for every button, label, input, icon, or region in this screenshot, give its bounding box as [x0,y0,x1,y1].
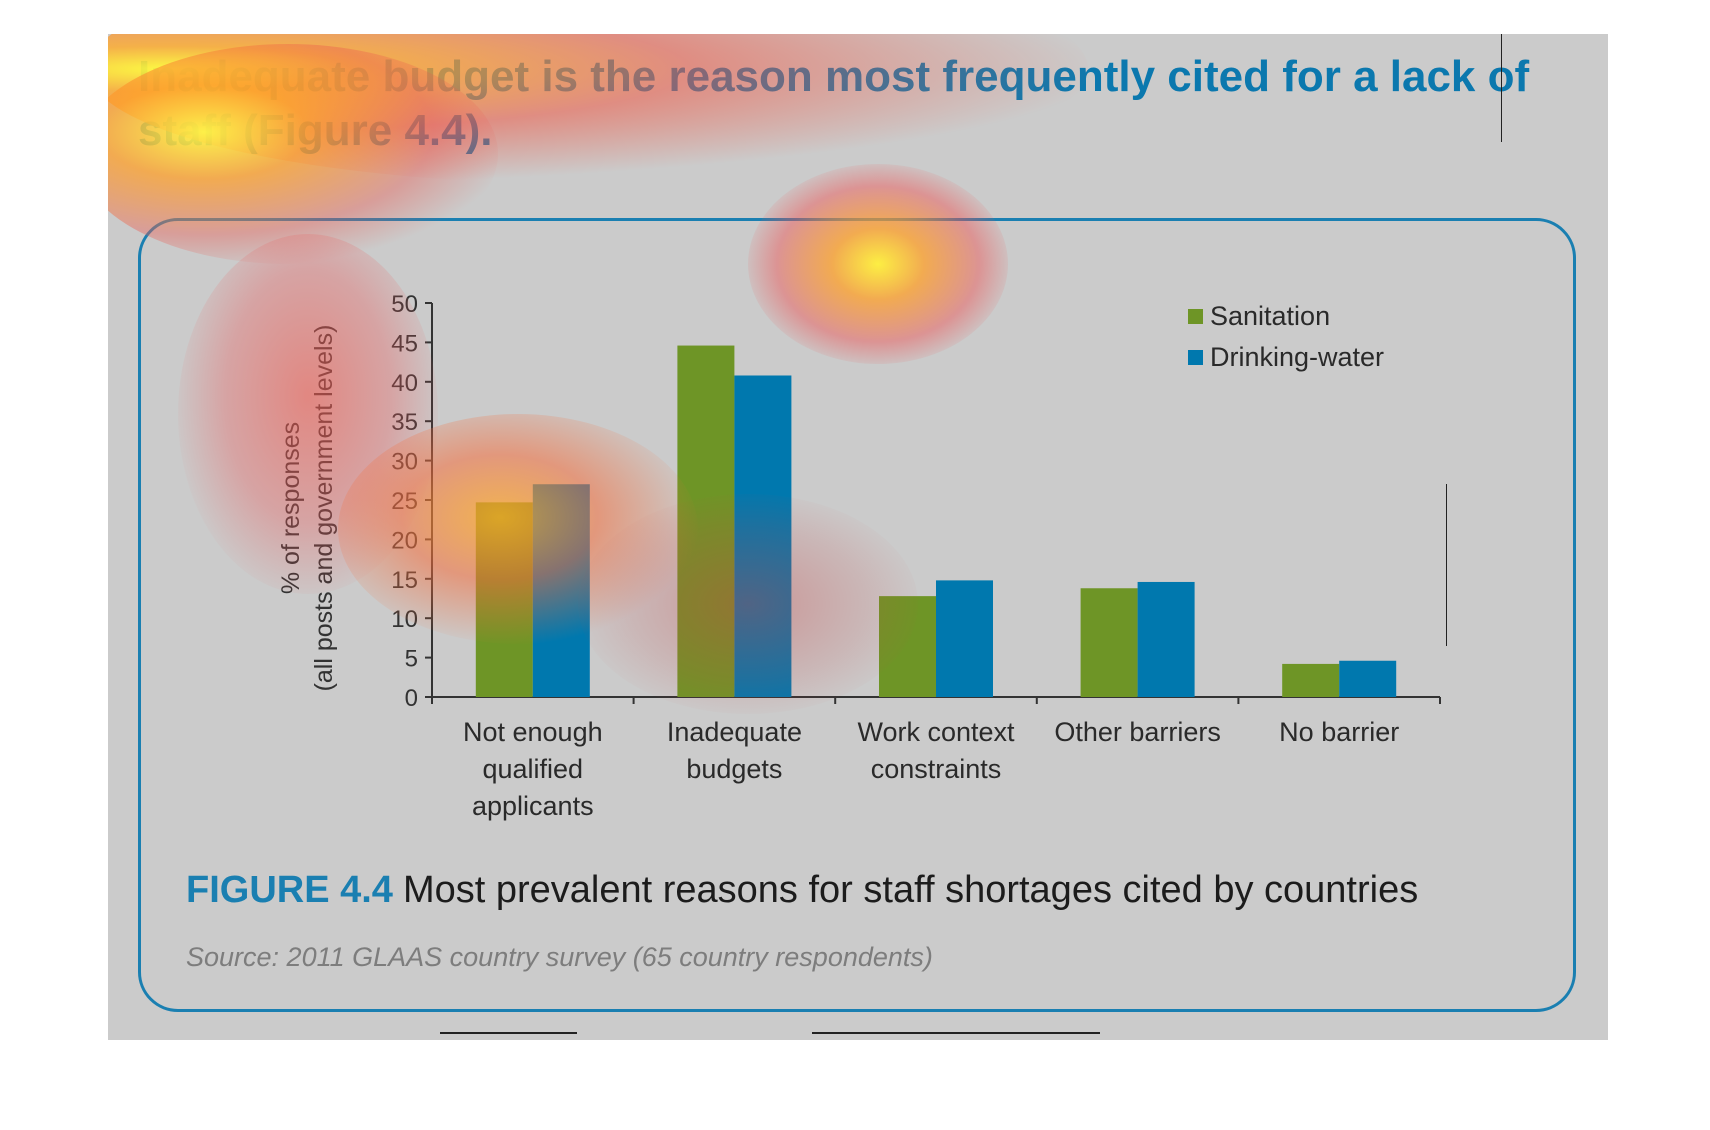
y-tick-label: 20 [391,527,418,554]
y-tick-label: 25 [391,488,418,515]
y-tick-label: 0 [405,685,418,712]
bar-sanitation [475,502,533,697]
x-category-label: Work context [857,717,1015,747]
figure-source: Source: 2011 GLAAS country survey (65 co… [186,942,933,972]
y-tick-label: 40 [391,370,418,397]
bar-drinking-water [1137,581,1195,697]
chart-right-rule [1446,484,1447,646]
y-tick-label: 45 [391,330,418,357]
bar-sanitation [879,596,936,697]
bar-drinking-water [1339,660,1397,697]
legend-swatch [1188,309,1203,324]
headline-rule [1501,34,1502,142]
x-category-label: No barrier [1279,717,1399,747]
bar-sanitation [1080,588,1138,697]
x-category-label: qualified [483,754,584,784]
x-category-label: Other barriers [1054,717,1221,747]
bar-drinking-water [936,580,993,697]
y-axis-label: (all posts and government levels) [310,325,338,692]
y-axis-label: % of responses [277,422,305,594]
y-tick-label: 5 [405,646,418,673]
bar-drinking-water [532,484,590,697]
x-category-label: Not enough [463,717,603,747]
x-category-label: applicants [472,791,594,821]
figure-panel: Inadequate budget is the reason most fre… [108,34,1608,1040]
y-tick-label: 10 [391,606,418,633]
y-tick-label: 30 [391,449,418,476]
figure-label: FIGURE 4.4 [186,869,393,911]
figure-caption: FIGURE 4.4 Most prevalent reasons for sta… [186,869,1418,912]
x-category-label: Inadequate [667,717,802,747]
figure-title: Most prevalent reasons for staff shortag… [402,869,1419,911]
y-tick-label: 15 [391,567,418,594]
legend-swatch [1188,350,1203,365]
bar-sanitation [1282,663,1340,697]
legend-label: Drinking-water [1210,342,1384,372]
x-category-label: constraints [871,754,1002,784]
y-tick-label: 35 [391,409,418,436]
legend-label: Sanitation [1210,301,1330,331]
x-category-label: budgets [686,754,782,784]
bar-sanitation [677,345,735,697]
y-tick-label: 50 [391,291,418,318]
page-rule [812,1032,1100,1034]
page-rule [440,1032,577,1034]
bar-drinking-water [734,375,792,697]
